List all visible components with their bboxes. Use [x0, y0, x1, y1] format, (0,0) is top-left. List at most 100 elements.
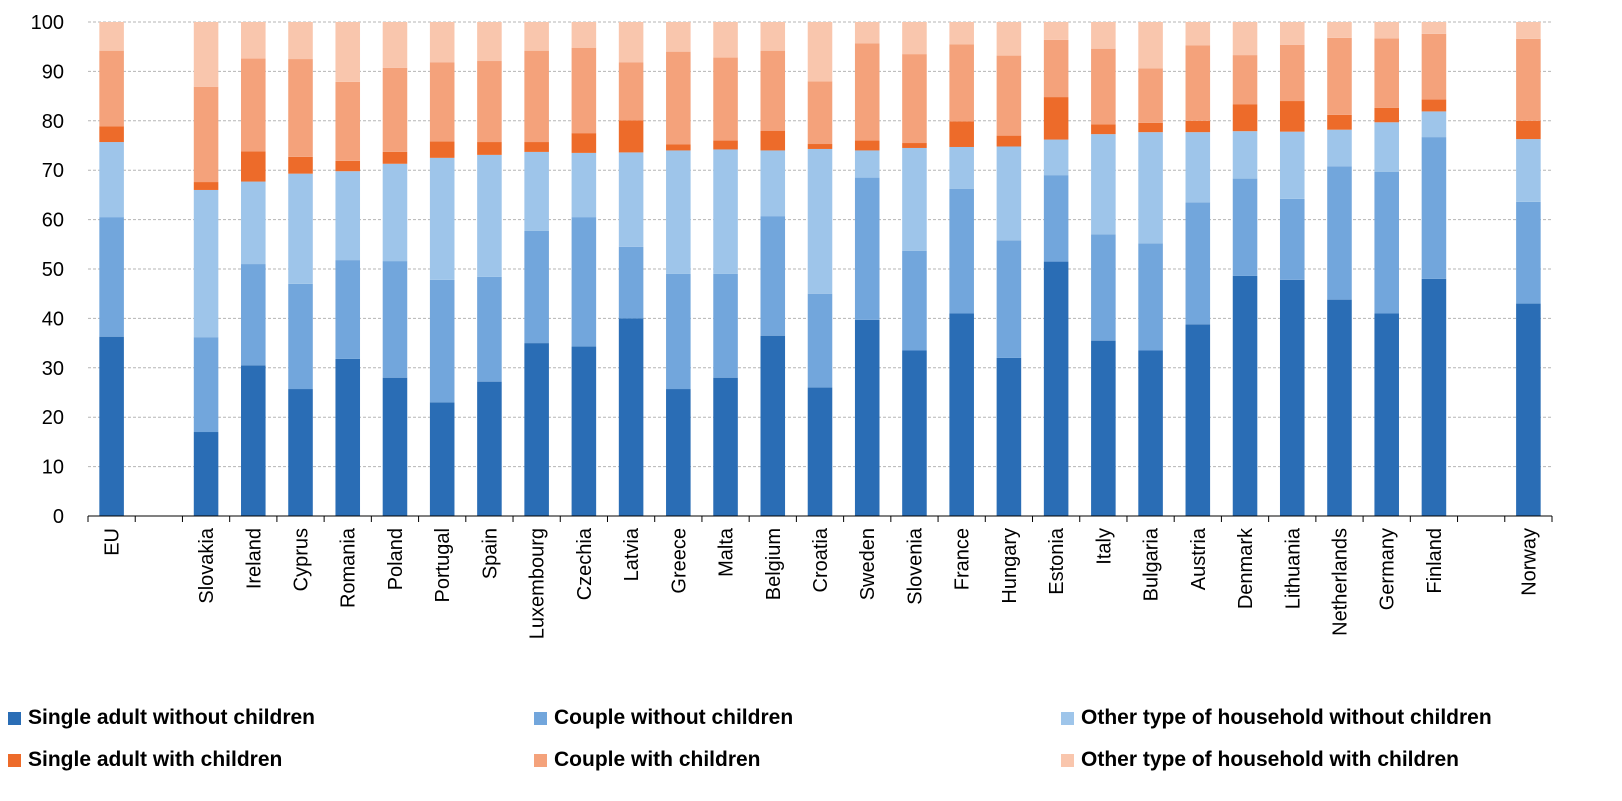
bar-segment	[1516, 201, 1541, 304]
x-category-label: Norway	[1518, 528, 1540, 596]
x-category-label: Romania	[338, 527, 360, 608]
bar-segment	[193, 86, 219, 183]
bar-segment	[429, 402, 455, 516]
bar-segment	[713, 22, 738, 58]
x-category-label: Lithuania	[1282, 527, 1304, 609]
x-category-label: Latvia	[621, 527, 643, 581]
bar-segment	[99, 22, 124, 51]
bar-segment	[1279, 22, 1305, 45]
bar-segment	[241, 181, 266, 265]
bar-segment	[1516, 303, 1541, 516]
y-tick-label: 10	[42, 457, 64, 479]
bar-segment	[1516, 22, 1541, 39]
bar-segment	[1232, 104, 1258, 132]
x-category-label: Croatia	[810, 527, 832, 592]
bar-segment	[477, 22, 502, 62]
bar-segment	[1327, 166, 1352, 300]
bar-segment	[618, 120, 644, 153]
x-category-label: EU	[102, 528, 124, 556]
bar-segment	[807, 22, 833, 82]
x-category-label: Malta	[716, 527, 738, 577]
y-tick-label: 60	[42, 210, 64, 232]
x-category-label: Ireland	[243, 528, 265, 589]
stacked-bar-chart: 0 10 20 30 40 50 60 70 80 90 100 EU Slovakia Ireland…	[31, 12, 1553, 639]
bar-segment	[241, 58, 266, 152]
bar-segment	[949, 146, 974, 189]
bar-segment	[1374, 122, 1399, 172]
bar-segment	[1138, 68, 1163, 123]
legend-item-single-adult-without-children: Single adult without children	[8, 706, 315, 730]
bar-segment	[241, 264, 266, 366]
bar-segment	[1091, 22, 1116, 49]
x-category-label: Czechia	[574, 527, 596, 600]
x-category-label: Greece	[668, 528, 690, 594]
bar-segment	[1232, 131, 1258, 179]
legend-swatch	[1061, 711, 1074, 725]
bar-segment	[1138, 22, 1163, 69]
y-tick-label: 100	[31, 12, 64, 34]
bar-segment	[1279, 44, 1305, 102]
x-category-label: Germany	[1377, 528, 1399, 610]
bar-segment	[524, 22, 549, 51]
bar-segment	[618, 246, 644, 319]
bar-segment	[760, 130, 786, 151]
bar-segment	[1232, 178, 1258, 276]
bar-segment	[807, 387, 833, 516]
bar-segment	[1279, 198, 1305, 280]
bar-segment	[1327, 22, 1352, 38]
bar-segment	[241, 365, 266, 516]
y-tick-label: 50	[42, 259, 64, 281]
bar-segment	[1232, 275, 1258, 516]
bar-segment	[1091, 134, 1116, 235]
x-category-label: Denmark	[1235, 527, 1257, 609]
bar-segment	[241, 151, 266, 182]
bar-segment	[807, 81, 833, 145]
y-tick-label: 0	[53, 506, 64, 528]
bar-segment	[1279, 101, 1305, 132]
bar-segment	[1138, 132, 1163, 244]
bar-segment	[1516, 38, 1541, 121]
bar-segment	[760, 335, 786, 516]
bar-segment	[288, 22, 313, 60]
bar-segment	[618, 62, 644, 121]
bar-segment	[571, 22, 597, 48]
x-category-label: Belgium	[763, 528, 785, 600]
legend-item-other-household-with-children: Other type of household with children	[1061, 748, 1459, 772]
bar-segment	[335, 358, 361, 516]
bar-segment	[1185, 324, 1211, 516]
bar-segment	[288, 389, 313, 516]
bar-segment	[1232, 22, 1258, 56]
bar-segment	[807, 293, 833, 388]
bar-segment	[571, 133, 597, 153]
bar-segment	[1421, 99, 1447, 112]
x-category-label: Spain	[479, 528, 501, 579]
bar-segment	[996, 146, 1022, 241]
legend-swatch	[534, 753, 547, 767]
x-category-label: France	[952, 528, 974, 590]
legend-swatch	[1061, 753, 1074, 767]
x-category-label: Finland	[1424, 528, 1446, 594]
bar-segment	[902, 147, 927, 251]
legend-label: Single adult with children	[28, 748, 283, 771]
x-category-label: Estonia	[1046, 527, 1068, 595]
bar-segment	[429, 279, 455, 403]
bar-segment	[99, 50, 124, 127]
bar-segment	[193, 432, 219, 516]
bar-segment	[1374, 313, 1399, 516]
bar-segment	[854, 22, 880, 44]
bar-segment	[1043, 22, 1069, 40]
bar-segment	[949, 44, 974, 122]
bar-segment	[666, 22, 691, 52]
bar-segment	[524, 142, 549, 152]
bar-segment	[949, 313, 974, 516]
bar-segment	[1279, 279, 1305, 516]
bar-segment	[1043, 261, 1069, 516]
bar-segment	[477, 381, 502, 516]
bar-segment	[288, 283, 313, 390]
bar-segment	[1421, 111, 1447, 138]
x-category-label: Slovakia	[196, 527, 218, 603]
bar-segment	[335, 81, 361, 161]
bar-segment	[99, 336, 124, 516]
legend-label: Other type of household with children	[1081, 748, 1460, 771]
legend-label: Other type of household without children	[1081, 706, 1492, 729]
